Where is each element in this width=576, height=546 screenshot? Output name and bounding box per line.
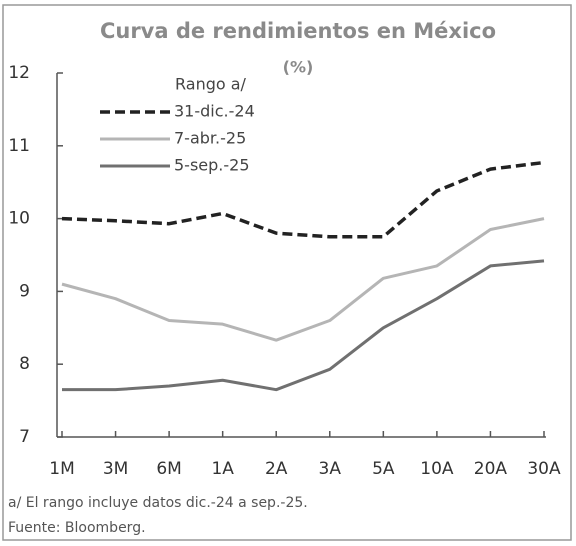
unit: (%) — [283, 58, 314, 77]
x-tick-label: 5A — [372, 459, 395, 479]
y-tick-label: 8 — [19, 354, 30, 374]
frame — [2, 4, 572, 541]
y-tick-label: 9 — [19, 281, 30, 301]
source: Fuente: Bloomberg. — [8, 520, 146, 536]
x-tick-label: 3M — [103, 459, 128, 479]
x-tick-label: 1A — [211, 459, 234, 479]
series-line — [61, 160, 545, 239]
y-tick-label: 11 — [8, 136, 30, 156]
y-tick-label: 7 — [19, 427, 30, 447]
series-line — [62, 259, 545, 392]
legend-label: 31-dic.-24 — [174, 102, 255, 121]
y-tick-label: 12 — [8, 63, 30, 83]
x-tick-label: 1M — [49, 459, 74, 479]
y-tick-label: 10 — [8, 209, 30, 229]
x-tick-label: 30A — [527, 459, 561, 479]
x-tick-label: 10A — [420, 459, 454, 479]
legend-label: 7-abr.-25 — [174, 129, 246, 148]
series-line — [61, 217, 545, 342]
legend-title: Rango a/ — [175, 75, 247, 94]
legend-label: 5-sep.-25 — [174, 156, 250, 175]
x-tick-label: 6M — [156, 459, 181, 479]
x-tick-label: 3A — [319, 459, 342, 479]
x-tick-label: 2A — [265, 459, 288, 479]
chart-title: Curva de rendimientos en México — [100, 19, 496, 43]
x-tick-label: 20A — [474, 459, 508, 479]
footnote: a/ El rango incluye datos dic.-24 a sep.… — [8, 495, 308, 511]
